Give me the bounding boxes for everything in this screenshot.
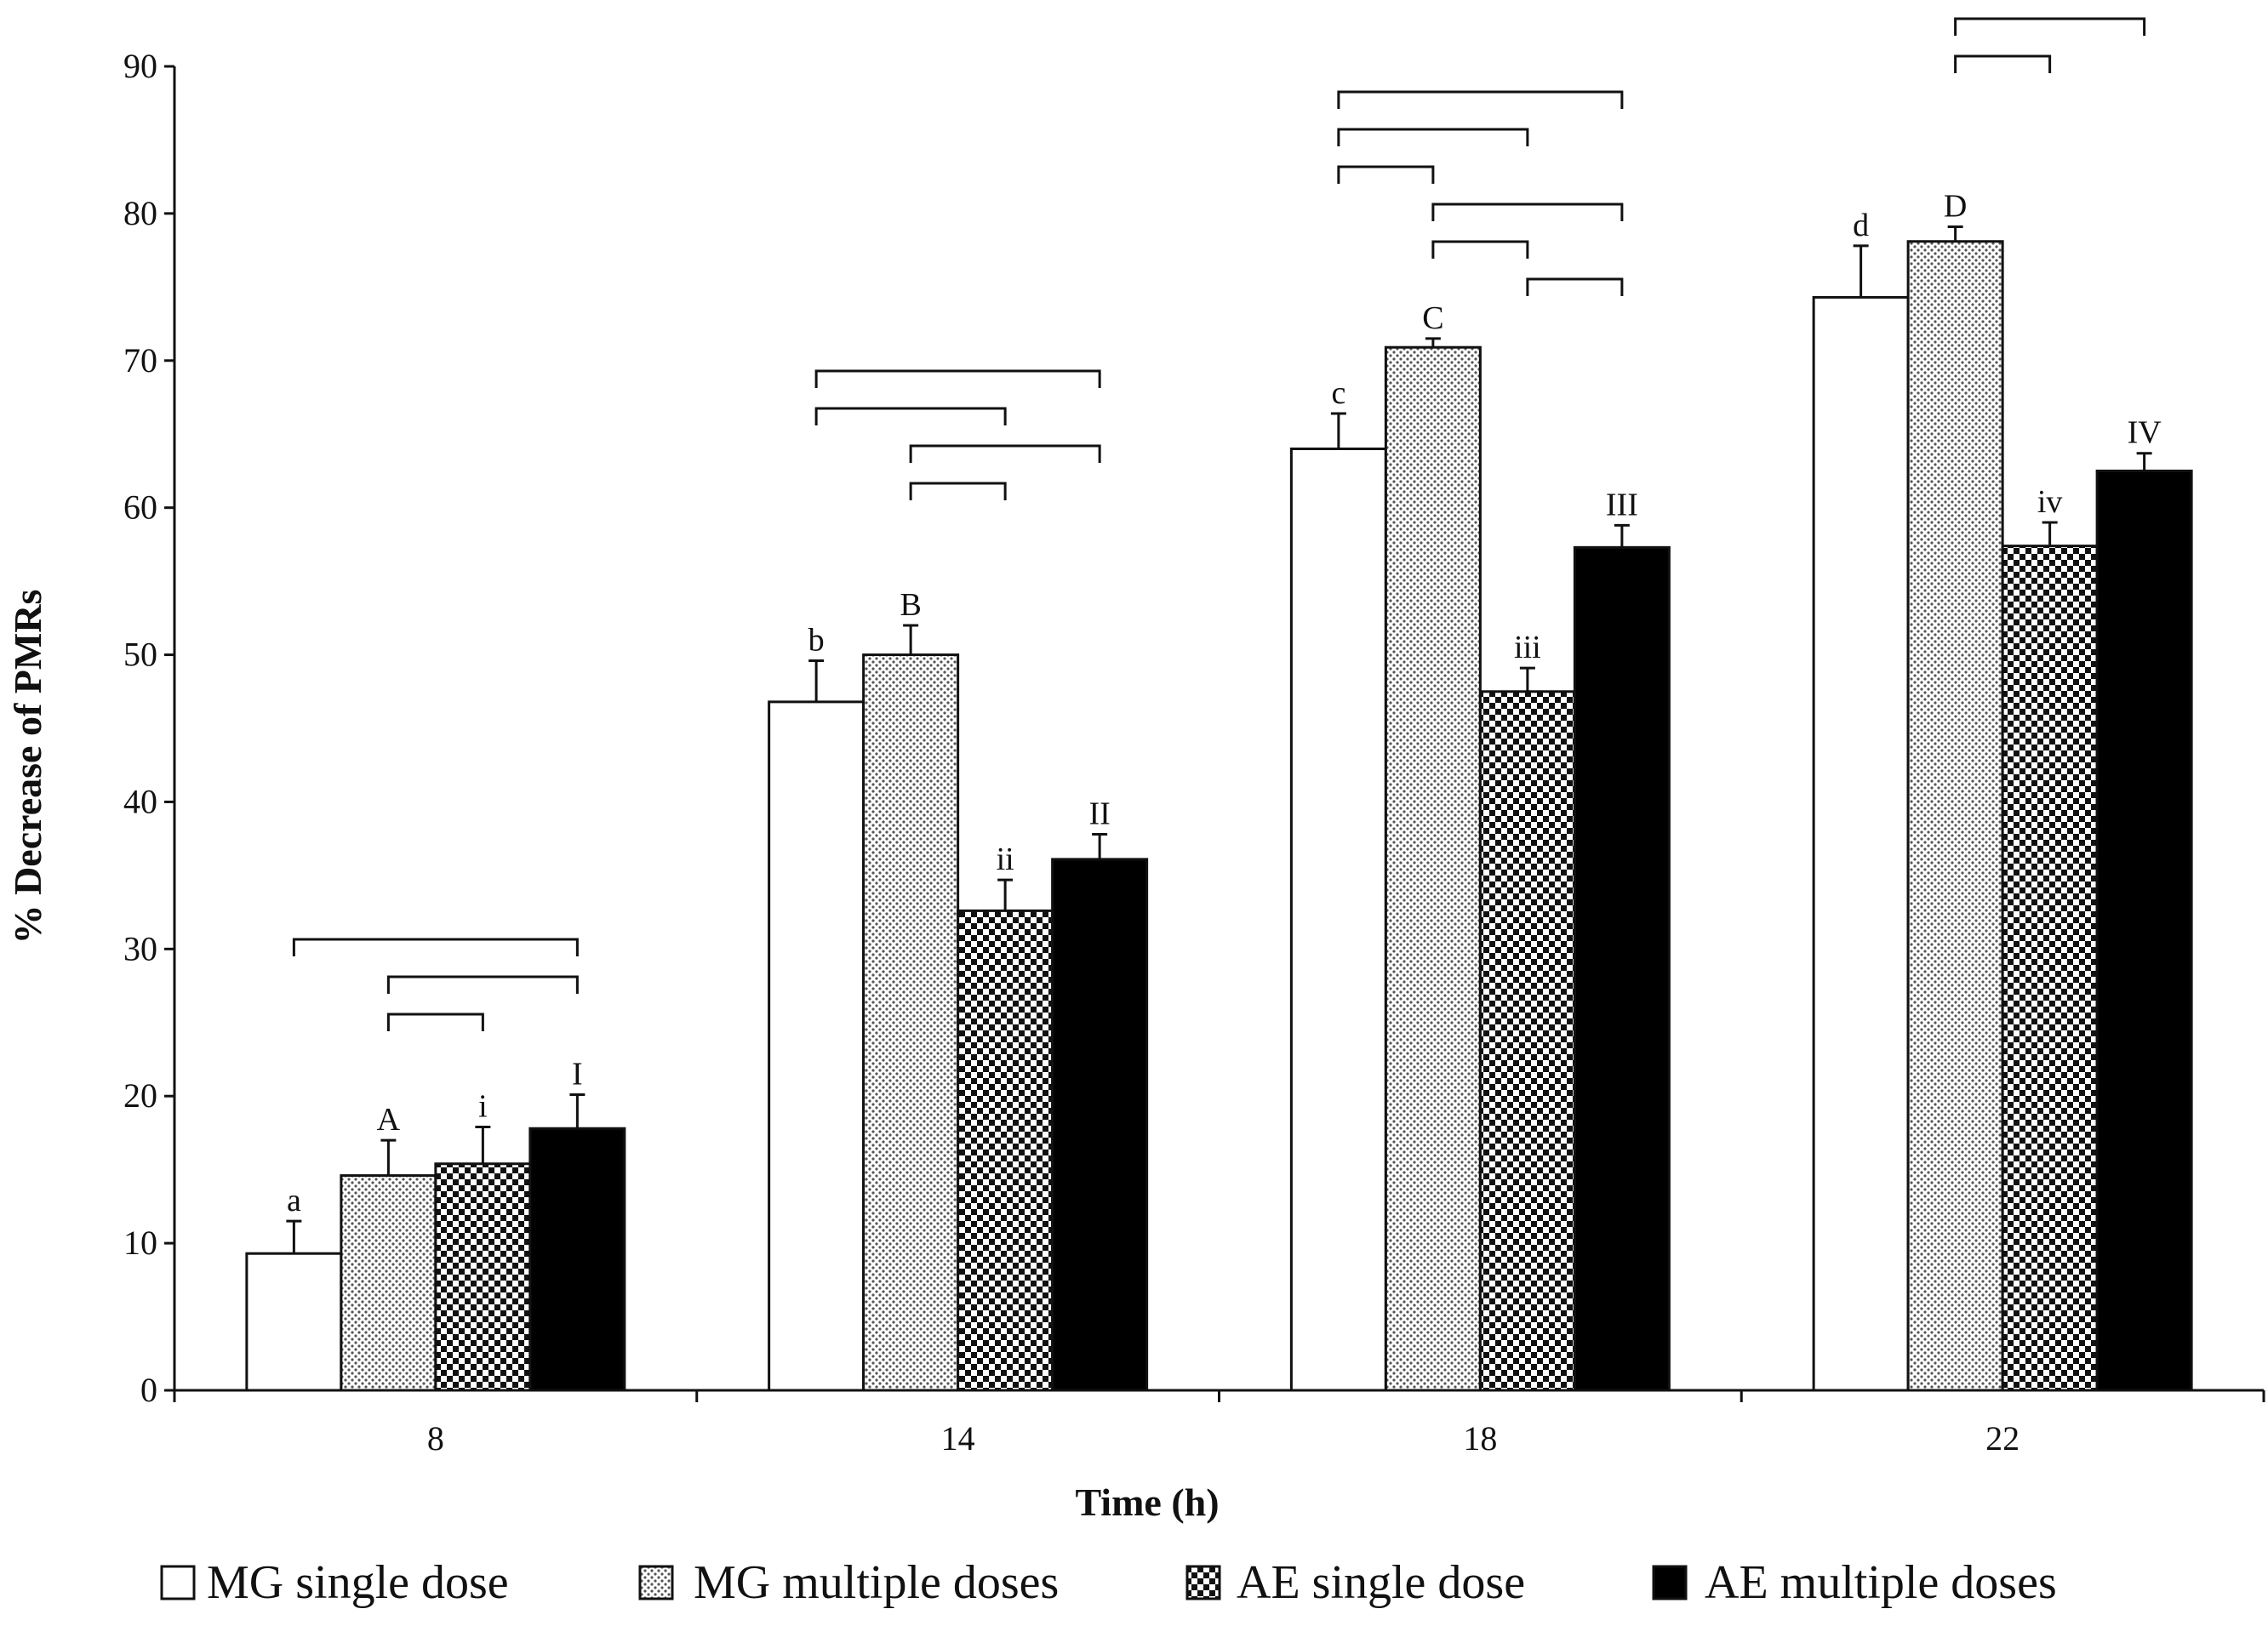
bar: [2095, 469, 2193, 1392]
y-tick-label: 10: [123, 1224, 157, 1262]
legend-swatch: [1652, 1565, 1688, 1600]
bar: [957, 909, 1054, 1392]
significance-bracket: [909, 444, 1101, 463]
bar: [1384, 345, 1482, 1392]
y-tick-label: 50: [123, 636, 157, 674]
significance-label: IV: [2128, 415, 2162, 451]
significance-bracket: [386, 975, 579, 994]
significance-label: a: [287, 1183, 301, 1218]
legend-swatch: [638, 1565, 674, 1600]
bar: [340, 1174, 437, 1392]
legend-label: AE single dose: [1237, 1556, 1525, 1609]
significance-bracket: [1954, 17, 2146, 36]
significance-label: b: [808, 622, 825, 658]
bar: [1812, 295, 1910, 1392]
y-tick-group: 0 10 20 30 40 50 60 70 80 90: [123, 47, 176, 1409]
bar: [768, 700, 865, 1392]
significance-label: ii: [997, 842, 1014, 877]
bar: [1478, 690, 1576, 1392]
y-tick-label: 90: [123, 47, 157, 85]
x-tick-label: 18: [1463, 1419, 1497, 1458]
significance-label: C: [1422, 300, 1443, 336]
bar: [1051, 858, 1149, 1392]
significance-bracket: [386, 1013, 484, 1031]
y-tick-label: 20: [123, 1076, 157, 1115]
y-axis-title: % Decrease of PMRs: [6, 590, 49, 944]
significance-bracket: [1337, 128, 1529, 146]
bar: [434, 1162, 532, 1392]
bar: [1573, 545, 1671, 1392]
significance-label: D: [1944, 188, 1967, 224]
legend-label: MG single dose: [207, 1556, 509, 1609]
significance-bracket: [1337, 90, 1624, 109]
y-tick-label: 70: [123, 341, 157, 379]
significance-bracket: [814, 407, 1007, 425]
x-axis-title: Time (h): [1075, 1481, 1219, 1524]
significance-bracket: [814, 369, 1101, 388]
significance-label: II: [1088, 796, 1110, 831]
legend-swatch: [160, 1565, 196, 1600]
x-tick-group: 8 14 18 22: [173, 1389, 2265, 1458]
x-axis: 8 14 18 22 Time (h): [173, 1389, 2265, 1524]
significance-bracket: [292, 938, 579, 956]
bar: [245, 1252, 343, 1392]
bar: [2001, 545, 2099, 1392]
legend: MG single dose MG multiple doses AE single…: [160, 1556, 2057, 1609]
legend-swatch: [1185, 1565, 1221, 1600]
significance-bracket: [1431, 203, 1624, 221]
y-tick-label: 60: [123, 488, 157, 527]
significance-label: B: [900, 587, 921, 623]
legend-label: MG multiple doses: [694, 1556, 1059, 1609]
bar: [862, 653, 960, 1392]
significance-bracket: [909, 482, 1007, 500]
significance-bracket: [1337, 165, 1435, 184]
x-tick-label: 22: [1985, 1419, 2019, 1458]
bar: [1906, 240, 2004, 1392]
significance-label: III: [1606, 487, 1638, 522]
x-tick-label: 14: [941, 1419, 975, 1458]
legend-label: AE multiple doses: [1705, 1556, 2057, 1609]
y-tick-label: 30: [123, 929, 157, 967]
bar: [528, 1127, 626, 1392]
significance-label: A: [377, 1102, 401, 1138]
significance-label: i: [478, 1089, 488, 1125]
significance-brackets: [292, 17, 2146, 1031]
x-tick-label: 8: [427, 1419, 444, 1458]
significance-label: d: [1853, 208, 1869, 243]
bar: [1289, 448, 1387, 1392]
significance-label: c: [1331, 375, 1345, 411]
significance-label: iv: [2037, 484, 2063, 520]
y-tick-label: 0: [140, 1371, 157, 1409]
significance-label: I: [572, 1056, 583, 1092]
significance-bracket: [1526, 277, 1624, 296]
y-axis: 0 10 20 30 40 50 60 70 80 90 % Decrease of PMRs: [6, 47, 176, 1409]
y-tick-label: 80: [123, 194, 157, 232]
significance-bracket: [1954, 54, 2052, 73]
y-tick-label: 40: [123, 782, 157, 820]
significance-label: iii: [1514, 630, 1541, 665]
significance-bracket: [1431, 240, 1529, 259]
